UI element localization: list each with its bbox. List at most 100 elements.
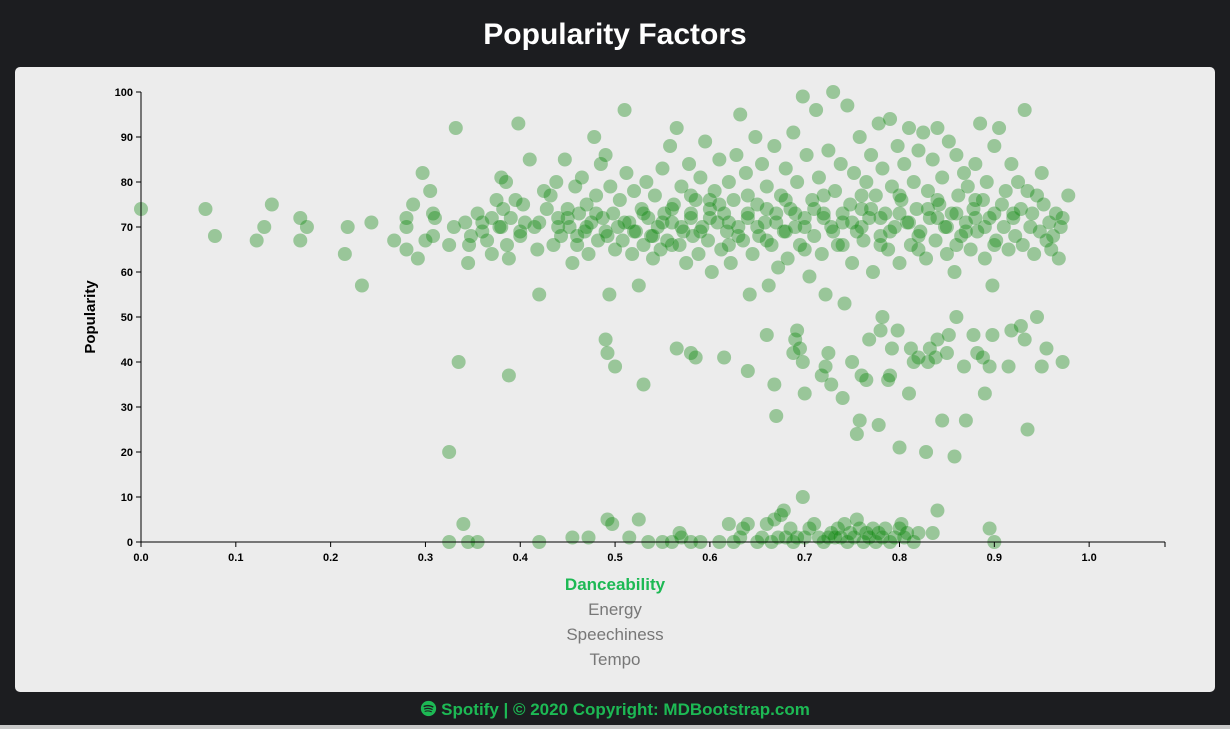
data-point [847,166,862,180]
data-point [738,166,753,180]
data-point [1008,229,1023,243]
data-point [790,175,805,189]
data-point [257,220,272,234]
data-point [731,229,746,243]
data-point [446,220,461,234]
data-point [930,503,945,518]
data-point [835,391,850,405]
data-point [826,224,841,239]
data-point [843,197,858,212]
data-point [871,418,886,432]
data-point [859,526,874,540]
data-point [883,112,898,126]
data-point [717,350,732,365]
data-point [968,157,983,171]
data-point [462,238,477,252]
data-point [871,526,886,540]
data-point [451,355,466,369]
data-point [581,247,596,261]
x-option-energy[interactable]: Energy [588,600,642,619]
data-point [868,188,883,203]
data-point [992,121,1007,135]
data-point [615,233,630,248]
y-tick-label: 50 [121,312,133,324]
data-point [527,220,542,234]
data-point [797,530,812,545]
data-point [598,148,613,162]
data-point [797,242,812,257]
x-option-tempo[interactable]: Tempo [589,650,641,669]
data-point [631,278,646,293]
data-point [1006,211,1021,225]
data-point [865,265,880,279]
data-point [928,233,943,248]
data-point [1023,220,1038,234]
data-point [769,206,784,221]
data-point [299,220,314,234]
data-point [1032,224,1047,239]
data-point [198,202,213,216]
data-point [683,206,698,221]
data-point [612,193,627,207]
data-point [1046,229,1061,243]
data-point [790,530,805,545]
data-point [807,229,822,243]
data-point [824,220,839,234]
data-point [1044,242,1059,257]
data-point [852,130,867,144]
data-point [873,238,888,252]
data-point [843,526,858,540]
data-point [814,368,829,383]
data-point [771,530,786,545]
data-point [797,211,812,225]
data-point [683,188,698,203]
data-point [930,193,945,207]
data-point [887,220,902,234]
data-point [911,229,926,243]
data-point [786,125,801,140]
data-point [830,521,845,536]
y-axis-label: Popularity [82,280,99,354]
data-point [809,103,824,117]
x-tick-label: 0.8 [892,552,907,564]
data-point [797,386,812,401]
data-point [816,206,831,221]
data-point [759,179,774,194]
data-point [960,179,975,194]
data-point [903,238,918,252]
data-point [778,193,793,207]
data-point [947,265,962,279]
y-tick-label: 40 [121,357,133,369]
data-point [492,220,507,234]
data-point [426,206,441,221]
data-point [916,125,931,140]
data-point [835,238,850,252]
x-option-danceability[interactable]: Danceability [564,575,666,594]
data-point [759,233,774,248]
data-point [750,197,765,212]
data-point [587,130,602,144]
data-point [740,364,755,378]
x-tick-label: 0.0 [133,552,148,564]
data-point [702,202,717,216]
data-point [830,238,845,252]
data-point [458,215,473,230]
data-point [854,368,869,383]
data-point [1036,197,1051,212]
data-point [949,310,964,324]
data-point [788,220,803,234]
data-point [513,224,528,239]
data-point [736,233,751,248]
data-point [740,517,755,531]
data-point [875,530,890,545]
data-point [811,530,826,545]
data-point [484,247,499,261]
data-point [949,148,964,162]
x-option-speechiness[interactable]: Speechiness [566,625,664,644]
data-point [600,512,615,527]
y-tick-label: 100 [115,87,133,99]
data-point [1061,188,1076,203]
footer-text: Spotify | © 2020 Copyright: MDBootstrap.… [441,700,810,719]
spotify-icon [421,700,437,717]
data-point [807,517,822,531]
